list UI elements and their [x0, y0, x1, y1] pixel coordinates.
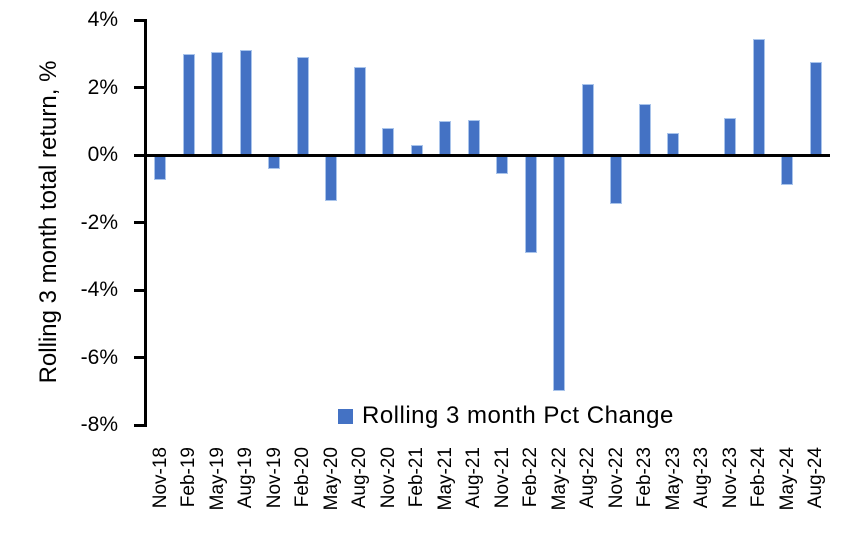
bar-Aug-24: [809, 62, 822, 155]
bar-Nov-20: [382, 128, 395, 155]
x-tick-label-Feb-24: Feb-24: [748, 447, 770, 508]
y-tick-label: -2%: [80, 210, 118, 234]
bar-Feb-19: [182, 53, 195, 155]
x-tick-label-May-21: May-21: [434, 447, 456, 511]
x-tick-label-Nov-21: Nov-21: [491, 447, 513, 509]
bar-May-19: [211, 52, 224, 155]
legend-label: Rolling 3 month Pct Change: [362, 402, 674, 429]
bar-Nov-23: [724, 117, 737, 155]
x-tick-label-Feb-21: Feb-21: [406, 447, 428, 508]
y-tick-label: -6%: [80, 345, 118, 369]
x-tick-label-Feb-23: Feb-23: [634, 447, 656, 508]
bar-Aug-22: [581, 84, 594, 155]
y-tick-mark: [134, 356, 144, 359]
x-tick-label-Feb-22: Feb-22: [520, 447, 542, 508]
bar-May-23: [667, 133, 680, 155]
legend-marker-icon: [338, 408, 353, 424]
bar-Nov-22: [610, 155, 623, 204]
x-tick-label-Feb-19: Feb-19: [178, 447, 200, 508]
x-tick-label-Nov-22: Nov-22: [605, 447, 627, 509]
y-tick-mark: [134, 423, 144, 427]
x-tick-label-May-23: May-23: [662, 447, 684, 511]
y-tick-mark: [134, 86, 144, 89]
bar-Aug-20: [353, 67, 366, 155]
x-tick-label-Aug-19: Aug-19: [235, 447, 257, 509]
x-tick-label-May-20: May-20: [320, 447, 342, 511]
y-tick-mark: [134, 153, 144, 157]
bar-Nov-18: [154, 155, 167, 181]
y-tick-label: 2%: [87, 75, 118, 99]
x-tick-label-Aug-20: Aug-20: [349, 447, 371, 509]
y-tick-mark: [134, 288, 144, 292]
bar-Aug-19: [239, 50, 252, 155]
bar-Feb-23: [638, 104, 651, 155]
y-axis-line: [143, 18, 147, 427]
bar-Nov-21: [496, 155, 509, 174]
x-tick-label-Aug-22: Aug-22: [577, 447, 599, 509]
x-tick-label-May-22: May-22: [548, 447, 570, 511]
x-axis-line: [143, 153, 830, 157]
x-tick-label-Aug-23: Aug-23: [691, 447, 713, 509]
y-tick-label: -4%: [80, 278, 118, 301]
y-tick-label: -8%: [80, 413, 118, 436]
bar-Nov-19: [268, 155, 281, 169]
y-tick-mark: [134, 221, 144, 224]
bar-Aug-21: [467, 119, 480, 155]
bar-May-20: [325, 155, 338, 201]
bar-Feb-20: [296, 57, 309, 155]
x-tick-label-Nov-20: Nov-20: [377, 447, 399, 509]
x-tick-label-Nov-23: Nov-23: [719, 447, 741, 509]
x-tick-label-Aug-24: Aug-24: [805, 447, 827, 509]
x-tick-label-Nov-19: Nov-19: [263, 447, 285, 509]
y-tick-mark: [134, 18, 144, 22]
bar-Feb-24: [752, 38, 765, 155]
y-tick-label: 4%: [87, 8, 118, 31]
bar-Feb-22: [524, 155, 537, 253]
x-tick-label-Nov-18: Nov-18: [149, 447, 171, 509]
bar-May-22: [553, 155, 566, 392]
x-tick-label-Feb-20: Feb-20: [292, 447, 314, 508]
y-tick-label: 0%: [87, 143, 118, 166]
x-tick-label-May-19: May-19: [206, 447, 228, 511]
bar-May-21: [439, 121, 452, 155]
x-tick-label-May-24: May-24: [776, 447, 798, 511]
x-tick-label-Aug-21: Aug-21: [463, 447, 485, 509]
bar-May-24: [781, 155, 794, 186]
legend: Rolling 3 month Pct Change: [338, 403, 674, 429]
